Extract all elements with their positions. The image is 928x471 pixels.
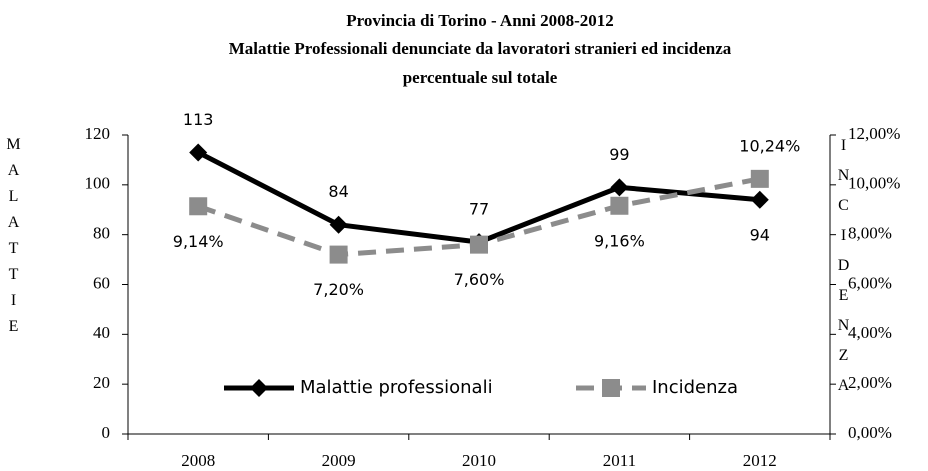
data-label: 77: [469, 200, 489, 219]
data-label: 99: [609, 145, 629, 164]
data-label: 7,20%: [313, 280, 364, 299]
point: [329, 245, 348, 264]
y-tick-label: 0: [102, 423, 111, 442]
y2-tick-label: 4,00%: [848, 323, 892, 342]
y2-tick-label: 12,00%: [848, 124, 900, 143]
y-tick-label: 60: [93, 273, 110, 292]
y2-tick-label: 10,00%: [848, 174, 900, 193]
x-tick-label: 2010: [462, 451, 496, 470]
y2-tick-label: 8,00%: [848, 224, 892, 243]
y2-tick-label: 6,00%: [848, 273, 892, 292]
chart-title: percentuale sul totale: [403, 68, 558, 87]
chart-title: Provincia di Torino - Anni 2008-2012: [346, 11, 613, 30]
y2-axis-label: INCIDENZA: [835, 137, 852, 407]
x-tick-label: 2011: [603, 451, 636, 470]
point: [189, 143, 208, 162]
point: [610, 196, 629, 215]
point: [329, 215, 348, 234]
point: [470, 235, 488, 254]
y-tick-label: 20: [93, 373, 110, 392]
data-label: 10,24%: [739, 136, 800, 155]
chart-title: Malattie Professionali denunciate da lav…: [229, 39, 732, 58]
data-label: 94: [750, 225, 770, 244]
data-label: 9,16%: [594, 231, 645, 250]
y2-tick-label: 2,00%: [848, 373, 892, 392]
x-tick-label: 2012: [743, 451, 777, 470]
data-label: 113: [183, 110, 214, 129]
point: [750, 190, 769, 209]
y2-tick-label: 0,00%: [848, 423, 892, 442]
y-tick-label: 120: [85, 124, 111, 143]
legend-marker: [250, 379, 268, 397]
legend-label: Malattie professionali: [300, 377, 493, 398]
point: [750, 169, 769, 188]
point: [610, 178, 629, 197]
legend-marker: [602, 379, 620, 397]
x-tick-label: 2009: [322, 451, 356, 470]
data-label: 9,14%: [173, 232, 224, 251]
point: [189, 197, 208, 216]
x-tick-label: 2008: [181, 451, 215, 470]
y-tick-label: 80: [93, 224, 110, 243]
legend-label: Incidenza: [652, 377, 738, 398]
y-axis-label: MALATTIE: [5, 136, 22, 344]
y-tick-label: 100: [85, 174, 111, 193]
data-label: 84: [328, 182, 348, 201]
y-tick-label: 40: [93, 323, 110, 342]
data-label: 7,60%: [454, 270, 505, 289]
